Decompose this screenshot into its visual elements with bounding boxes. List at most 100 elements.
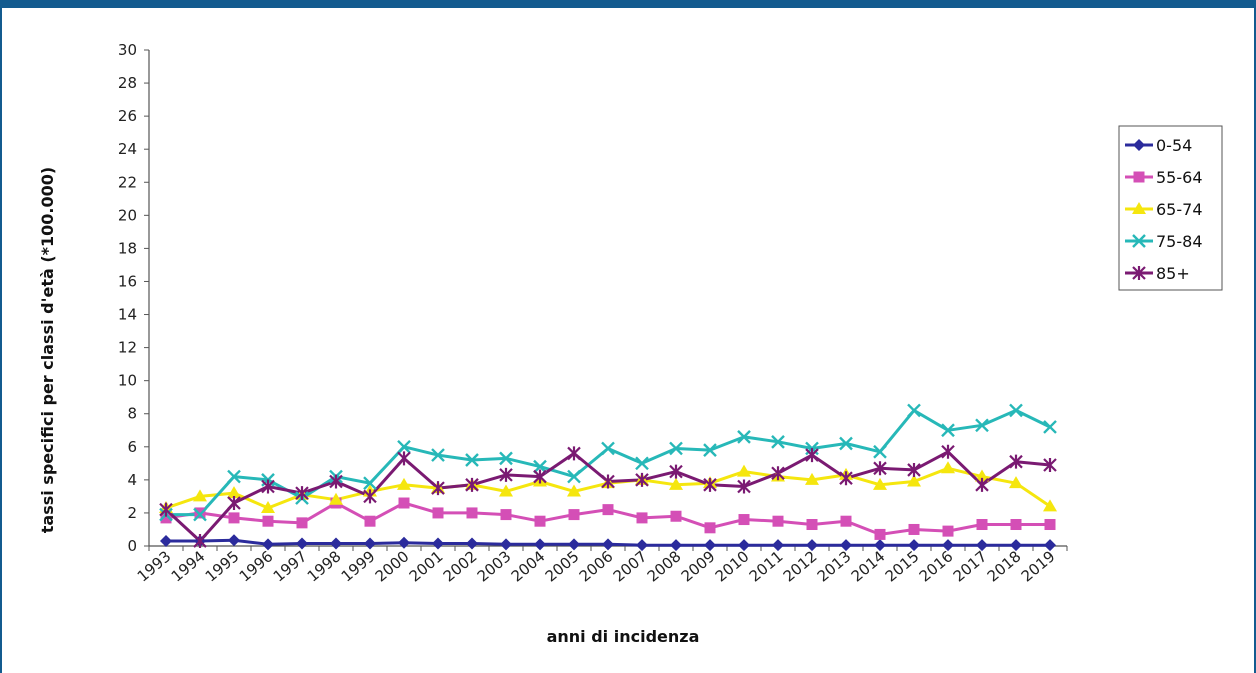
x-tick-label: 2003 bbox=[474, 547, 515, 585]
data-point-85+ bbox=[805, 448, 819, 463]
data-point-0-54 bbox=[1044, 539, 1056, 552]
x-tick-label: 1997 bbox=[270, 547, 311, 585]
data-point-0-54 bbox=[1010, 539, 1022, 552]
data-point-85+ bbox=[1009, 454, 1023, 469]
data-point-0-54 bbox=[976, 539, 988, 552]
y-tick-label: 16 bbox=[118, 272, 137, 290]
data-point-85+ bbox=[703, 477, 717, 492]
x-tick-label: 2015 bbox=[882, 547, 923, 585]
data-point-0-54 bbox=[160, 535, 172, 548]
data-point-75-84 bbox=[533, 459, 547, 474]
y-tick-label: 12 bbox=[118, 339, 137, 357]
data-point-65-74 bbox=[669, 477, 683, 490]
data-point-85+ bbox=[1043, 457, 1057, 472]
data-point-55-64 bbox=[840, 515, 852, 527]
data-point-55-64 bbox=[738, 514, 750, 526]
data-point-55-64 bbox=[534, 515, 546, 527]
data-point-0-54 bbox=[874, 539, 886, 552]
y-tick-label: 26 bbox=[118, 107, 137, 125]
data-point-65-74 bbox=[805, 472, 819, 485]
legend-label: 75-84 bbox=[1156, 232, 1203, 251]
y-tick-label: 8 bbox=[127, 405, 137, 423]
x-tick-label: 1996 bbox=[236, 547, 277, 585]
data-point-55-64 bbox=[942, 525, 954, 537]
data-point-75-84 bbox=[873, 444, 887, 459]
data-point-85+ bbox=[975, 477, 989, 492]
data-point-0-54 bbox=[534, 538, 546, 551]
data-point-65-74 bbox=[941, 461, 955, 474]
y-axis-title: tassi specifici per classi d'età (*100.0… bbox=[38, 167, 57, 533]
data-point-0-54 bbox=[772, 539, 784, 552]
data-point-65-74 bbox=[907, 474, 921, 487]
data-point-55-64 bbox=[262, 515, 274, 527]
legend-marker bbox=[1132, 202, 1146, 214]
y-tick-label: 4 bbox=[127, 471, 137, 489]
x-tick-label: 2001 bbox=[406, 547, 447, 585]
y-tick-label: 28 bbox=[118, 74, 137, 92]
data-point-65-74 bbox=[567, 484, 581, 497]
data-point-75-84 bbox=[567, 469, 581, 484]
legend-marker bbox=[1133, 171, 1145, 183]
x-tick-label: 2005 bbox=[542, 547, 583, 585]
x-tick-label: 2002 bbox=[440, 547, 481, 585]
data-point-0-54 bbox=[840, 539, 852, 552]
x-tick-label: 2019 bbox=[1018, 547, 1059, 585]
data-point-75-84 bbox=[669, 441, 683, 456]
data-point-0-54 bbox=[636, 539, 648, 552]
data-point-55-64 bbox=[874, 528, 886, 540]
data-point-75-84 bbox=[1009, 403, 1023, 418]
series-markers bbox=[159, 403, 1057, 552]
data-point-0-54 bbox=[908, 539, 920, 552]
data-point-85+ bbox=[669, 464, 683, 479]
x-tick-label: 2007 bbox=[610, 547, 651, 585]
data-point-55-64 bbox=[364, 515, 376, 527]
data-point-55-64 bbox=[228, 512, 240, 524]
data-point-55-64 bbox=[432, 507, 444, 519]
data-point-0-54 bbox=[704, 539, 716, 552]
x-tick-label: 2017 bbox=[950, 547, 991, 585]
x-tick-label: 1998 bbox=[304, 547, 345, 585]
data-point-65-74 bbox=[1009, 476, 1023, 489]
legend: 0-54 55-64 65-74 75-84 85+ bbox=[1118, 125, 1223, 291]
x-tick-label: 2009 bbox=[678, 547, 719, 585]
legend-label: 65-74 bbox=[1156, 200, 1203, 219]
legend-marker bbox=[1132, 266, 1146, 280]
x-tick-label: 2018 bbox=[984, 547, 1025, 585]
data-point-85+ bbox=[465, 477, 479, 492]
axes bbox=[148, 50, 1067, 547]
data-point-0-54 bbox=[466, 537, 478, 550]
data-point-75-84 bbox=[941, 423, 955, 438]
x-tick-label: 2012 bbox=[780, 547, 821, 585]
data-point-65-74 bbox=[737, 464, 751, 477]
legend-marker bbox=[1133, 139, 1145, 151]
data-point-65-74 bbox=[397, 477, 411, 490]
y-tick-label: 30 bbox=[118, 41, 137, 59]
data-point-0-54 bbox=[330, 537, 342, 550]
data-point-0-54 bbox=[398, 536, 410, 549]
x-axis-ticks: 1993199419951996199719981999200020012002… bbox=[134, 546, 1068, 586]
data-point-85+ bbox=[261, 479, 275, 494]
data-point-65-74 bbox=[227, 486, 241, 499]
data-point-55-64 bbox=[160, 512, 172, 524]
x-tick-label: 2008 bbox=[644, 547, 685, 585]
x-tick-label: 2016 bbox=[916, 547, 957, 585]
data-point-55-64 bbox=[976, 519, 988, 531]
data-point-55-64 bbox=[636, 512, 648, 524]
data-point-85+ bbox=[499, 467, 513, 482]
x-tick-label: 1999 bbox=[338, 547, 379, 585]
x-tick-label: 2014 bbox=[848, 547, 889, 585]
legend-label: 0-54 bbox=[1156, 136, 1192, 155]
data-point-65-74 bbox=[261, 500, 275, 513]
legend-label: 55-64 bbox=[1156, 168, 1203, 187]
data-point-85+ bbox=[873, 461, 887, 476]
data-point-0-54 bbox=[942, 539, 954, 552]
data-point-55-64 bbox=[772, 515, 784, 527]
x-tick-label: 1994 bbox=[168, 547, 209, 585]
data-point-85+ bbox=[329, 474, 343, 489]
y-tick-label: 22 bbox=[118, 173, 137, 191]
data-point-75-84 bbox=[737, 430, 751, 444]
x-tick-label: 1995 bbox=[202, 547, 243, 585]
